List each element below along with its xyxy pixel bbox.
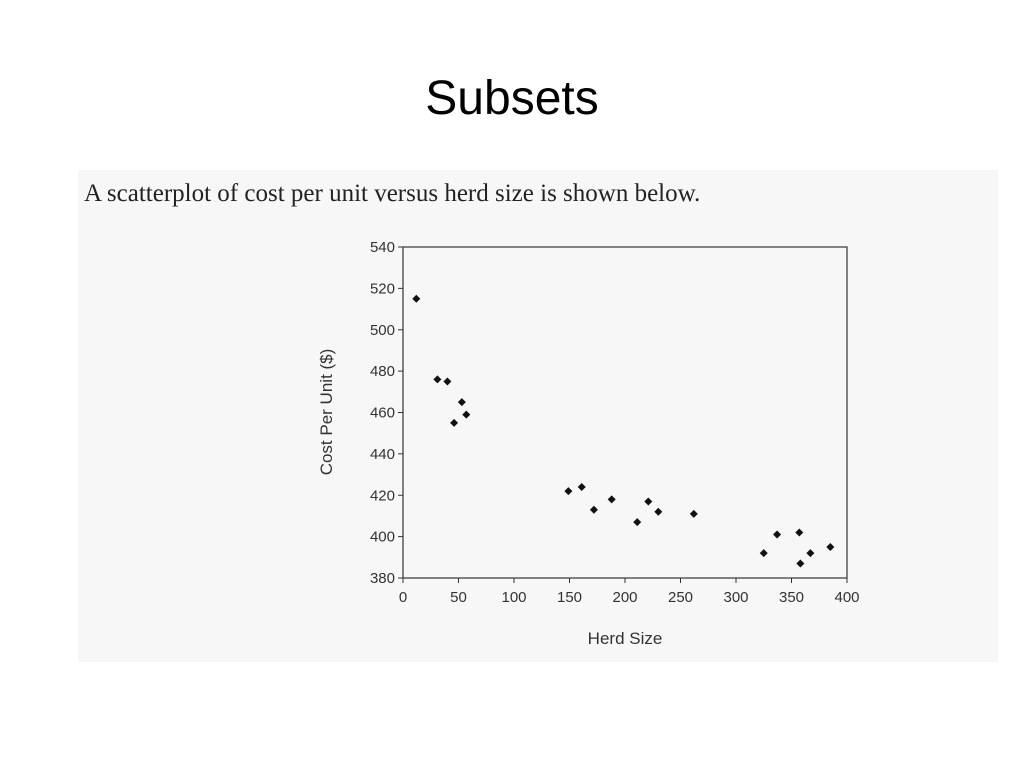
- point: [759, 549, 768, 558]
- y-tick-label: 420: [370, 487, 395, 504]
- point: [689, 509, 698, 518]
- x-tick-label: 50: [450, 589, 467, 606]
- y-tick-label: 540: [370, 239, 395, 256]
- point: [644, 497, 653, 506]
- x-tick-label: 400: [834, 589, 859, 606]
- y-tick-label: 480: [370, 363, 395, 380]
- point: [450, 418, 459, 427]
- caption: A scatterplot of cost per unit versus he…: [84, 180, 700, 207]
- slide-title: Subsets: [425, 72, 598, 125]
- y-tick-label: 520: [370, 280, 395, 297]
- x-axis-label: Herd Size: [588, 629, 663, 648]
- point: [654, 507, 663, 516]
- x-tick-label: 300: [723, 589, 748, 606]
- x-tick-label: 200: [612, 589, 637, 606]
- point: [462, 410, 471, 419]
- point: [607, 495, 616, 504]
- x-tick-label: 250: [668, 589, 693, 606]
- point: [633, 518, 642, 527]
- y-axis-label: Cost Per Unit ($): [317, 349, 336, 476]
- x-tick-label: 0: [399, 589, 407, 606]
- y-tick-label: 400: [370, 529, 395, 546]
- point: [457, 398, 466, 407]
- y-tick-label: 440: [370, 446, 395, 463]
- point: [589, 505, 598, 514]
- point: [577, 482, 586, 491]
- y-tick-label: 500: [370, 322, 395, 339]
- image-background: [78, 170, 998, 662]
- point: [433, 375, 442, 384]
- point: [412, 294, 421, 303]
- point: [443, 377, 452, 386]
- point: [796, 559, 805, 568]
- x-tick-label: 100: [501, 589, 526, 606]
- y-tick-label: 380: [370, 570, 395, 587]
- x-tick-label: 150: [557, 589, 582, 606]
- point: [826, 542, 835, 551]
- point: [795, 528, 804, 537]
- point: [564, 487, 573, 496]
- point: [773, 530, 782, 539]
- point: [806, 549, 815, 558]
- x-tick-label: 350: [779, 589, 804, 606]
- y-tick-label: 460: [370, 405, 395, 422]
